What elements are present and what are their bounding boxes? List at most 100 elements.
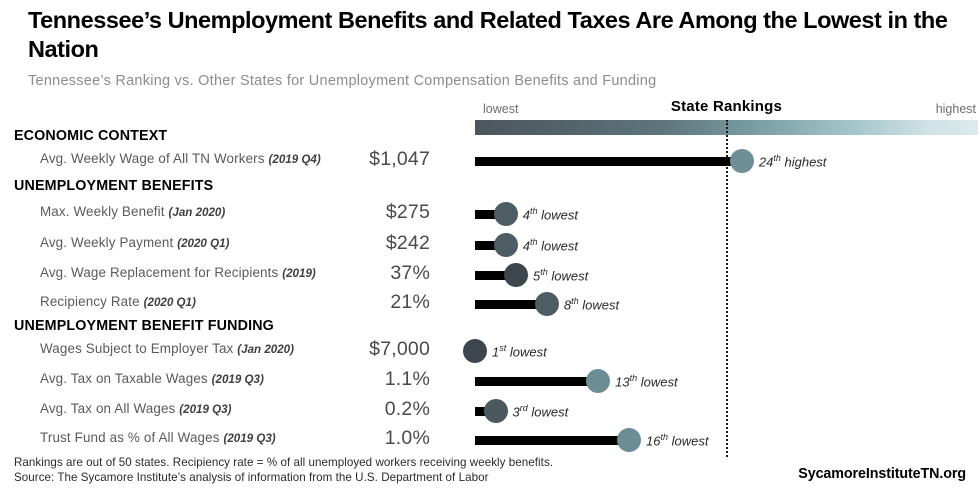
page-subtitle: Tennessee’s Ranking vs. Other States for… [28, 73, 657, 90]
rank-bar [475, 436, 629, 445]
row-period: (2019 Q4) [268, 153, 321, 166]
chart-row: Trust Fund as % of All Wages (2019 Q3) 1.… [0, 427, 980, 453]
row-period: (2019 Q3) [211, 373, 264, 386]
row-label: Avg. Tax on Taxable Wages (2019 Q3) [40, 371, 264, 386]
row-label-text: Avg. Weekly Wage of All TN Workers [40, 151, 265, 166]
row-label-text: Avg. Tax on Taxable Wages [40, 371, 208, 386]
row-value: 0.2% [384, 398, 430, 420]
row-period: (2020 Q1) [143, 296, 196, 309]
rank-number: 4 [522, 238, 531, 254]
rank-ordinal-suffix: th [540, 267, 548, 277]
header: Tennessee’s Unemployment Benefits and Re… [28, 6, 958, 89]
scale-lowest-label: lowest [483, 102, 519, 116]
rank-dot [534, 292, 559, 316]
chart-row: Avg. Wage Replacement for Recipients (20… [0, 262, 980, 288]
row-label-text: Wages Subject to Employer Tax [40, 341, 234, 356]
rank-label: 4th lowest [523, 237, 578, 253]
rank-number: 5 [533, 268, 541, 284]
rank-ordinal-suffix: th [571, 296, 579, 306]
row-label-text: Avg. Wage Replacement for Recipients [40, 265, 279, 280]
row-label-text: Recipiency Rate [40, 294, 140, 309]
row-label: Avg. Weekly Payment (2020 Q1) [40, 235, 229, 250]
rank-dot [504, 263, 529, 287]
rank-number: 13 [615, 374, 630, 390]
row-period: (2019) [282, 267, 316, 280]
rank-ordinal-suffix: th [660, 432, 668, 442]
rank-bar [475, 271, 517, 280]
rank-label: 13th lowest [615, 373, 677, 389]
rank-dot [483, 399, 508, 423]
median-reference-line [726, 120, 728, 457]
row-label: Avg. Weekly Wage of All TN Workers (2019… [40, 151, 321, 166]
rank-direction: lowest [671, 433, 709, 449]
row-period: (Jan 2020) [168, 206, 226, 219]
rank-bar [475, 157, 742, 166]
rank-number: 4 [522, 207, 531, 223]
rank-label: 3rd lowest [513, 403, 569, 419]
rank-ordinal-suffix: th [530, 237, 538, 247]
footnote-line-1: Rankings are out of 50 states. Recipienc… [14, 456, 554, 469]
rank-ordinal-suffix: st [499, 343, 507, 353]
chart-row: Avg. Weekly Payment (2020 Q1) $242 4th low… [0, 232, 980, 258]
row-period: (2019 Q3) [223, 432, 276, 445]
chart-row: Avg. Tax on Taxable Wages (2019 Q3) 1.1% 1… [0, 368, 980, 394]
row-label-text: Max. Weekly Benefit [40, 204, 165, 219]
rank-direction: highest [784, 154, 827, 170]
rank-direction: lowest [640, 374, 678, 390]
rank-dot [616, 428, 641, 452]
row-label: Trust Fund as % of All Wages (2019 Q3) [40, 430, 276, 445]
rank-label: 4th lowest [523, 206, 578, 222]
footnote-line-2: Source: The Sycamore Institute’s analysi… [14, 471, 489, 485]
rank-number: 8 [563, 297, 572, 313]
rank-number: 16 [645, 433, 661, 449]
rank-dot [493, 202, 518, 226]
rank-bar [475, 241, 506, 250]
chart-row: Recipiency Rate (2020 Q1) 21% 8th lowest [0, 291, 980, 317]
footnotes: Rankings are out of 50 states. Recipienc… [14, 455, 553, 486]
rank-ordinal-suffix: rd [519, 403, 528, 413]
row-value: $242 [385, 232, 430, 254]
scale-highest-label: highest [935, 102, 976, 116]
rank-ordinal-suffix: th [629, 373, 638, 383]
chart-row: Wages Subject to Employer Tax (Jan 2020)… [0, 338, 980, 364]
chart-row: Avg. Tax on All Wages (2019 Q3) 0.2% 3rd l… [0, 398, 980, 424]
rank-bar [475, 377, 599, 386]
rank-label: 8th lowest [564, 296, 619, 312]
row-value: $1,047 [369, 148, 430, 170]
row-value: 21% [390, 291, 430, 313]
rank-bar [475, 300, 547, 309]
row-label-text: Avg. Weekly Payment [40, 235, 174, 250]
rank-direction: lowest [582, 297, 620, 313]
row-label: Wages Subject to Employer Tax (Jan 2020) [40, 341, 294, 356]
rank-number: 1 [492, 344, 500, 360]
rank-label: 1st lowest [492, 343, 547, 359]
row-label: Max. Weekly Benefit (Jan 2020) [40, 204, 225, 219]
row-label-text: Avg. Tax on All Wages [40, 401, 176, 416]
row-label: Avg. Wage Replacement for Recipients (20… [40, 265, 316, 280]
rank-dot [493, 233, 518, 257]
rank-direction: lowest [551, 268, 589, 284]
rank-label: 24th highest [759, 153, 827, 169]
row-value: $7,000 [369, 338, 430, 360]
scale-title: State Rankings [670, 98, 783, 115]
rank-direction: lowest [541, 207, 579, 223]
rank-direction: lowest [531, 404, 569, 420]
chart-row: Max. Weekly Benefit (Jan 2020) $275 4th lo… [0, 201, 980, 227]
row-period: (2019 Q3) [179, 403, 232, 416]
rank-dot [586, 369, 611, 393]
page-title: Tennessee’s Unemployment Benefits and Re… [28, 7, 948, 63]
section-heading: UNEMPLOYMENT BENEFITS [14, 178, 214, 194]
row-value: 1.1% [384, 368, 430, 390]
section-heading: UNEMPLOYMENT BENEFIT FUNDING [14, 318, 274, 334]
rank-ordinal-suffix: th [530, 206, 538, 216]
row-label: Avg. Tax on All Wages (2019 Q3) [40, 401, 231, 416]
rank-direction: lowest [541, 238, 579, 254]
rank-ordinal-suffix: th [773, 153, 781, 163]
rank-label: 16th lowest [646, 432, 708, 448]
row-value: 1.0% [384, 427, 430, 449]
section-heading: ECONOMIC CONTEXT [14, 128, 168, 144]
row-period: (2020 Q1) [177, 237, 230, 250]
rank-dot [729, 149, 754, 173]
row-value: 37% [390, 262, 430, 284]
row-period: (Jan 2020) [237, 343, 294, 356]
